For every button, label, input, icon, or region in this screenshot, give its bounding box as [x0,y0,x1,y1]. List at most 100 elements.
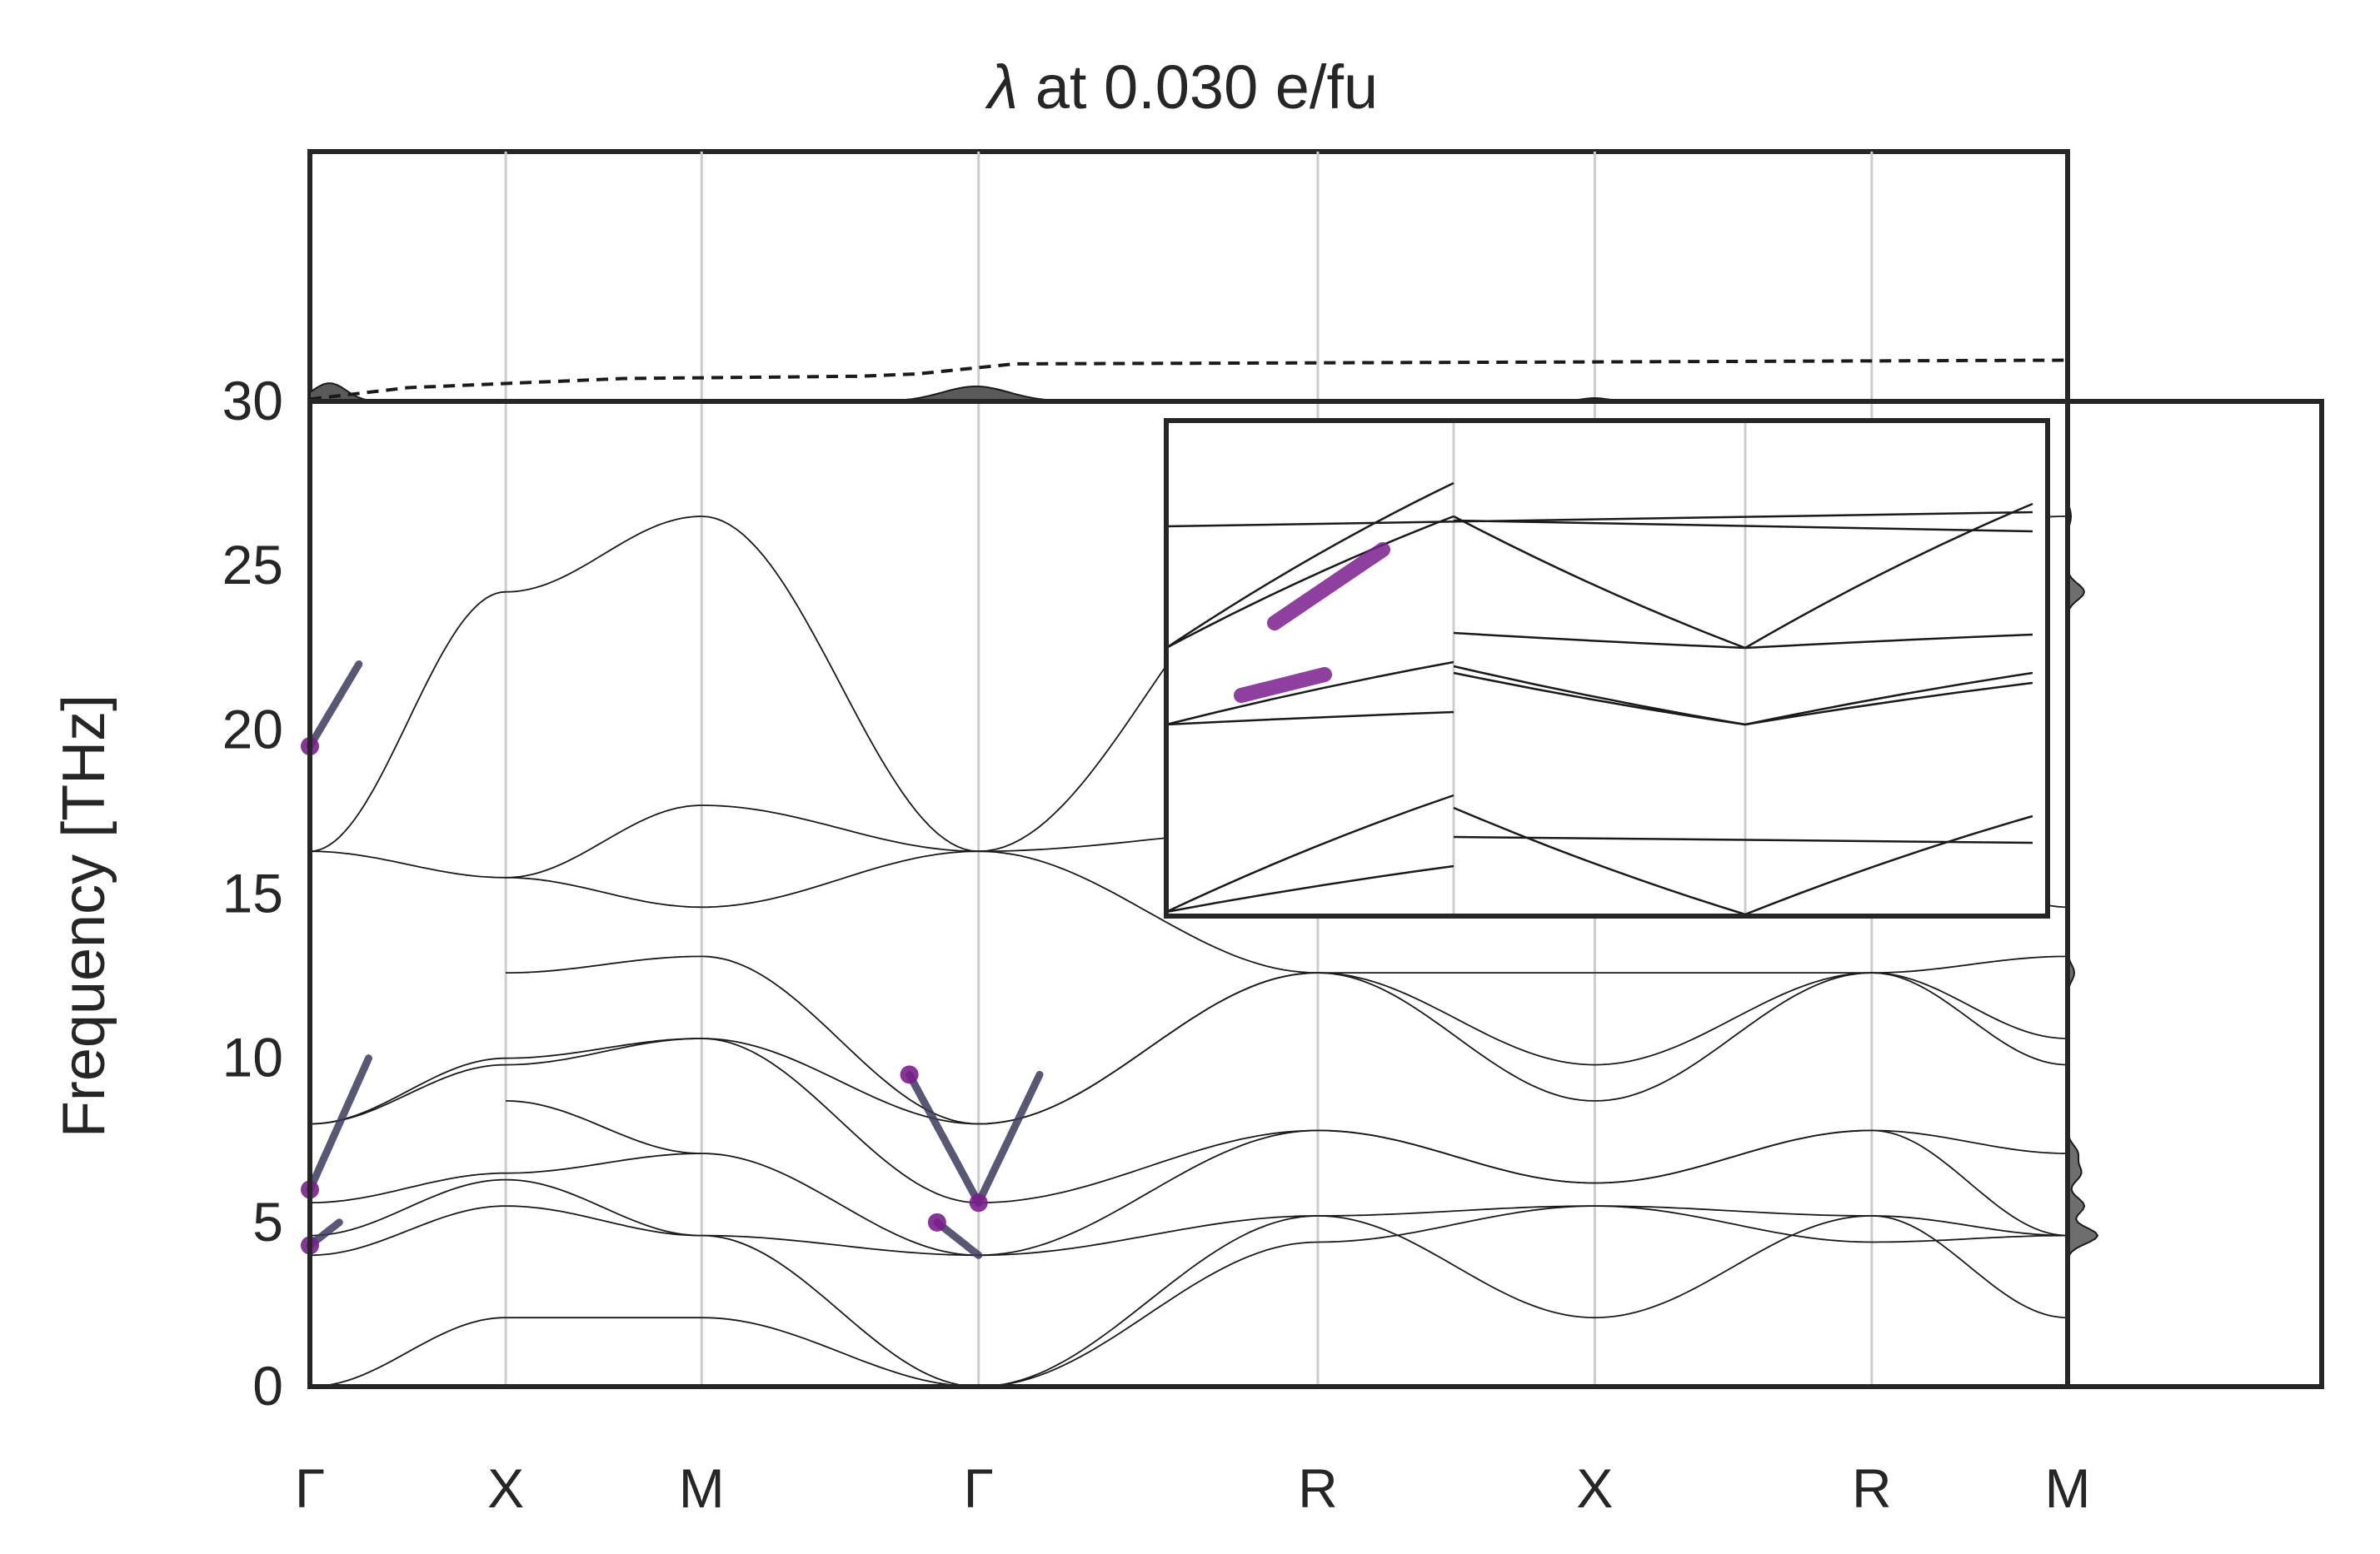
band-line [978,1129,1318,1204]
band-line [701,1038,979,1125]
band-line [978,972,1318,1125]
y-axis-label: Frequency [THz] [51,695,117,1138]
coupling-stroke [306,1054,372,1193]
coupling-stroke [975,1070,1044,1207]
y-tick-label: 15 [222,863,283,924]
band-line [1317,972,1595,1066]
coupling-point [969,1193,988,1213]
band-line [506,1178,702,1237]
inset-band-line [1744,502,2033,650]
coupling-stroke [306,660,363,750]
inset-band-line [1165,511,2033,528]
band-line [309,1172,506,1204]
inset-band-lines [1165,481,2033,916]
band-line [1871,972,2068,1039]
inset-coupling-stroke [1234,667,1332,703]
inset-band-line [1165,864,1454,914]
y-tick-label: 0 [252,1355,283,1417]
inset-band-line [1165,481,1454,650]
x-tick-label: M [2045,1457,2091,1519]
inset-band-line [1165,794,1454,914]
band-line [1871,955,2068,974]
inset-band-line [1453,631,1746,650]
band-line [1317,1205,1595,1243]
lambda-dos-fill [309,382,2068,402]
band-line [1871,1215,2068,1237]
band-line [506,1153,702,1174]
y-tick-label: 5 [252,1191,283,1253]
band-line [309,1317,506,1387]
band-line [1317,1215,1595,1319]
band-line [1871,1234,2068,1243]
x-tick-label: X [1576,1457,1613,1519]
band-line [701,1234,979,1387]
y-tick-label: 25 [222,534,283,595]
y-tick-label: 30 [222,370,283,431]
band-line [309,1205,506,1257]
inset-band-line [1744,633,2033,650]
inset-band-line [1165,660,1454,726]
band-line [1594,1205,1872,1217]
inset-panel [1164,418,2050,919]
band-line [978,850,1318,974]
band-line [1594,1215,1872,1319]
inset-band-line [1744,814,2033,916]
title-rest: at 0.030 e/fu [1018,52,1378,122]
band-line [701,1234,979,1257]
dos-panel [2065,399,2324,1389]
band-line [309,1178,506,1237]
x-tick-label: R [1298,1457,1338,1519]
band-line [701,1038,979,1204]
x-tick-label: R [1852,1457,1892,1519]
band-line [1594,1129,1872,1184]
band-line [1594,972,1872,1066]
band-line [506,1038,702,1066]
band-line [506,1205,702,1237]
inset-band-line [1744,681,2033,726]
inset-frame [1164,418,2050,919]
band-line [701,1153,979,1257]
band-line [978,1215,1318,1387]
coupling-point [900,1065,919,1084]
band-line [1594,972,1872,1102]
y-tick-label: 20 [222,698,283,760]
band-line [701,516,979,853]
band-line [506,516,702,593]
x-tick-label: M [679,1457,725,1519]
coupling-highlights [301,660,1044,1259]
chart-title: λ at 0.030 e/fu [985,52,1378,122]
coupling-point [927,1213,946,1232]
band-line [1871,1129,2068,1154]
inset-band-line [1744,671,2033,726]
band-line [978,1241,1318,1387]
band-line [506,804,702,879]
dos-fill [2067,401,2099,1387]
inset-band-line [1453,519,2033,533]
band-line [1594,1205,1872,1243]
dos-panel-frame [2065,399,2324,1389]
title-lambda-symbol: λ [985,52,1018,122]
band-lines [309,516,2068,1387]
band-line [309,590,506,853]
inset-band-line [1453,515,1746,650]
lambda-panel-grid [504,152,1874,401]
lambda-panel [307,149,2070,404]
band-line [1871,972,2068,1066]
y-ticks: 0 5 10 15 20 25 30 [222,370,283,1417]
band-line [978,1215,1318,1257]
band-line [1317,1129,1595,1184]
band-line [506,876,702,909]
inset-coupling-stroke [1267,542,1390,630]
inset-band-line [1453,806,1746,916]
band-line [701,804,979,853]
band-line [309,850,506,879]
lambda-cumulative-line [309,358,2068,401]
band-line [978,1129,1318,1257]
lambda-panel-frame [307,149,2070,404]
coupling-stroke [906,1070,983,1207]
band-line [506,1038,702,1059]
band-line [1871,1129,2068,1237]
band-line [701,850,979,909]
